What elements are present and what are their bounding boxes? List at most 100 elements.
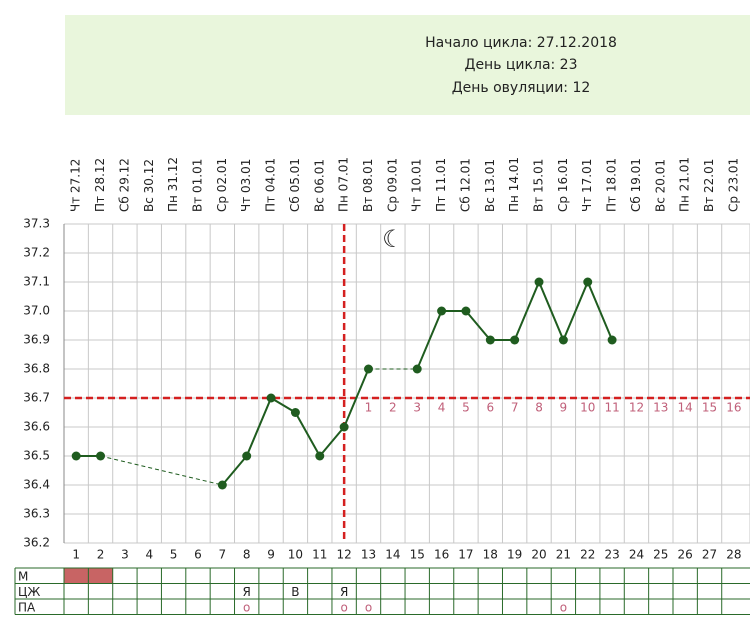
temp-point [437, 306, 447, 316]
date-label: Вс 30.12 [142, 159, 156, 212]
y-tick-label: 36.9 [23, 333, 50, 347]
date-label: Пт 18.01 [605, 158, 619, 212]
phase-label: 12 [629, 401, 644, 415]
phase-label: 2 [389, 401, 397, 415]
date-label: Сб 19.01 [629, 158, 643, 212]
temp-point [96, 451, 106, 461]
date-label: Пн 31.12 [166, 157, 180, 212]
phase-label: 1 [365, 401, 373, 415]
temp-point [485, 335, 495, 345]
x-tick-label: 26 [678, 548, 693, 562]
x-tick-label: 23 [604, 548, 619, 562]
date-label: Чт 10.01 [410, 159, 424, 212]
temp-point [583, 277, 593, 287]
phase-label: 16 [726, 401, 741, 415]
temp-point [217, 480, 227, 490]
date-label: Вс 13.01 [483, 159, 497, 212]
date-label: Пт 04.01 [264, 158, 278, 212]
cell-text: В [291, 585, 299, 599]
x-tick-label: 10 [288, 548, 303, 562]
phase-label: 11 [604, 401, 619, 415]
date-label: Вт 08.01 [361, 159, 375, 212]
y-tick-label: 36.6 [23, 420, 50, 434]
y-tick-label: 36.2 [23, 536, 50, 550]
date-label: Ср 09.01 [385, 158, 399, 212]
date-label: Сб 29.12 [117, 158, 131, 212]
y-tick-label: 36.8 [23, 362, 50, 376]
temp-point [315, 451, 325, 461]
temp-point [412, 364, 422, 374]
cell-text: о [365, 600, 372, 614]
moon: ☾ [382, 225, 404, 253]
phase-label: 6 [486, 401, 494, 415]
cell-text: Я [340, 585, 348, 599]
x-tick-label: 20 [531, 548, 546, 562]
date-label: Пн 21.01 [678, 157, 692, 212]
x-tick-label: 4 [145, 548, 153, 562]
date-label: Ср 23.01 [726, 158, 740, 212]
date-label: Пт 28.12 [93, 158, 107, 212]
x-tick-label: 12 [336, 548, 351, 562]
date-label: Чт 17.01 [580, 159, 594, 212]
y-tick-label: 37.0 [23, 304, 50, 318]
date-label: Вт 22.01 [702, 159, 716, 212]
x-tick-label: 9 [267, 548, 275, 562]
cell-text: о [340, 600, 347, 614]
header-line: День овуляции: 12 [452, 80, 591, 96]
y-tick-label: 37.2 [23, 246, 50, 260]
phase-label: 15 [702, 401, 717, 415]
cell-text: о [243, 600, 250, 614]
x-tick-label: 15 [410, 548, 425, 562]
phase-label: 5 [462, 401, 470, 415]
temp-point [242, 451, 252, 461]
date-label: Ср 16.01 [556, 158, 570, 212]
date-label: Чт 27.12 [69, 159, 83, 212]
y-tick-label: 36.4 [23, 478, 50, 492]
x-tick-label: 21 [556, 548, 571, 562]
date-label: Пн 14.01 [507, 157, 521, 212]
x-tick-label: 22 [580, 548, 595, 562]
filled-cell [88, 568, 113, 584]
y-tick-label: 37.1 [23, 275, 50, 289]
x-tick-label: 2 [97, 548, 105, 562]
y-tick-label: 36.7 [23, 391, 50, 405]
x-tick-label: 18 [483, 548, 498, 562]
x-tick-label: 17 [458, 548, 473, 562]
temp-point [534, 277, 544, 287]
x-tick-label: 3 [121, 548, 129, 562]
phase-label: 14 [678, 401, 693, 415]
date-label: Вт 01.01 [190, 159, 204, 212]
phase-label: 13 [653, 401, 668, 415]
x-tick-label: 8 [243, 548, 251, 562]
row-label: ЦЖ [18, 585, 40, 599]
temp-point [339, 422, 349, 432]
header-line: Начало цикла: 27.12.2018 [425, 35, 617, 51]
temp-line [416, 279, 614, 370]
x-tick-label: 16 [434, 548, 449, 562]
phase-label: 8 [535, 401, 543, 415]
date-label: Сб 05.01 [288, 158, 302, 212]
x-tick-label: 6 [194, 548, 202, 562]
phase-label: 10 [580, 401, 595, 415]
x-tick-label: 14 [385, 548, 400, 562]
date-label: Вс 20.01 [653, 159, 667, 212]
y-tick-label: 36.5 [23, 449, 50, 463]
temp-point [364, 364, 373, 374]
header-box [65, 15, 750, 115]
x-tick-label: 28 [726, 548, 741, 562]
temp-point [461, 306, 471, 316]
x-tick-label: 25 [653, 548, 668, 562]
temp-point [510, 335, 520, 345]
y-tick-label: 37.3 [23, 217, 50, 231]
date-label: Вс 06.01 [312, 159, 326, 212]
date-label: Ср 02.01 [215, 158, 229, 212]
temp-point [290, 408, 300, 417]
temp-point [558, 335, 568, 345]
temp-point [71, 451, 81, 461]
phase-label: 9 [560, 401, 568, 415]
cell-text: Я [243, 585, 251, 599]
header-line: День цикла: 23 [465, 57, 578, 73]
x-tick-label: 1 [72, 548, 80, 562]
x-tick-label: 11 [312, 548, 327, 562]
